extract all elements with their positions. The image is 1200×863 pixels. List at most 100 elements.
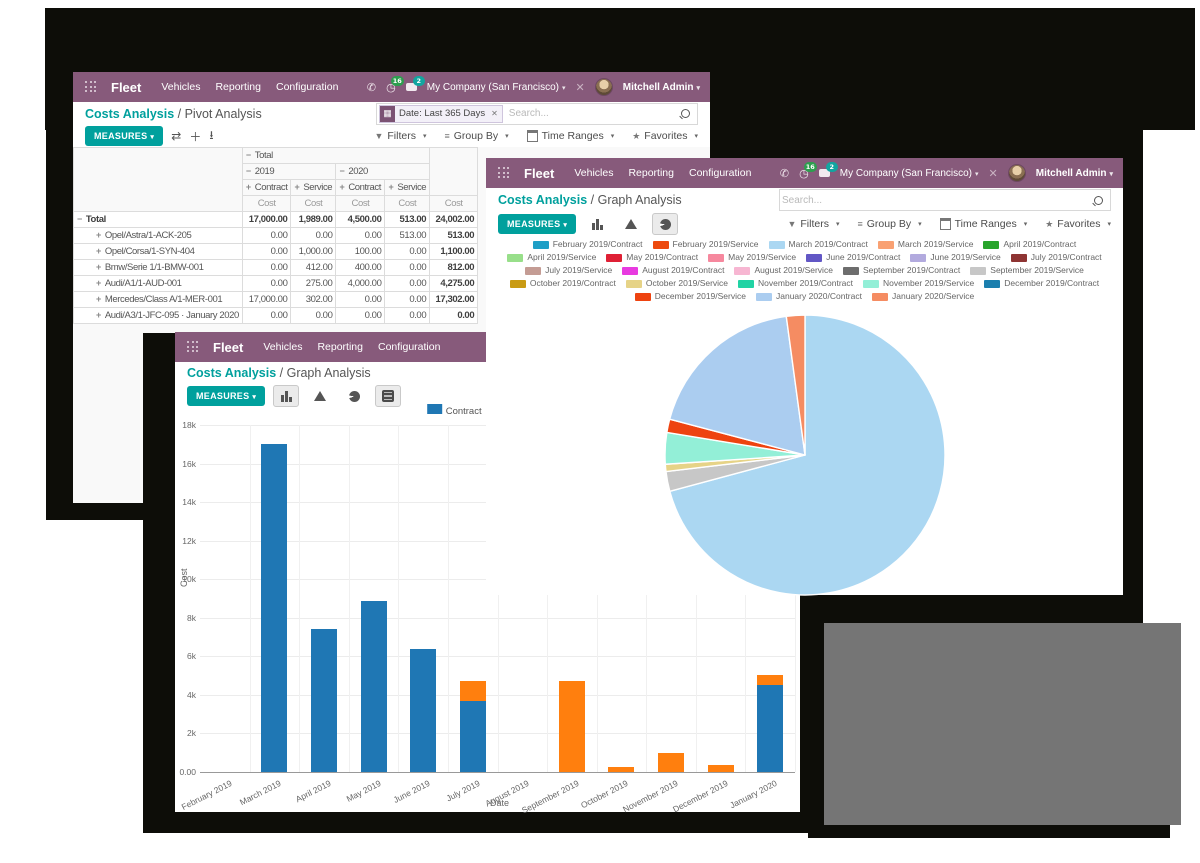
expand-all-icon[interactable]: ＋ bbox=[189, 129, 202, 144]
measures-button[interactable]: MEASURES ▾ bbox=[187, 386, 266, 406]
favorites-menu[interactable]: ★ Favorites ▾ bbox=[1045, 218, 1111, 230]
facet-remove-icon[interactable]: ✕ bbox=[491, 109, 498, 118]
bar-service[interactable] bbox=[658, 752, 685, 772]
legend-item[interactable]: February 2019/Contract bbox=[532, 238, 643, 251]
search-bar[interactable] bbox=[779, 189, 1111, 211]
avatar[interactable] bbox=[594, 78, 613, 96]
favorites-menu[interactable]: ★ Favorites ▾ bbox=[632, 130, 698, 142]
pivot-col-year[interactable]: −2020 bbox=[335, 163, 431, 180]
area-chart-icon[interactable] bbox=[307, 385, 333, 407]
pie-slice[interactable] bbox=[785, 314, 806, 456]
bar-contract[interactable] bbox=[360, 601, 387, 772]
search-facet-date[interactable]: ▦ Date: Last 365 Days ✕ bbox=[379, 104, 503, 123]
company-switcher[interactable]: My Company (San Francisco) ▾ bbox=[839, 167, 979, 179]
bar-chart-icon[interactable] bbox=[273, 385, 300, 407]
time-ranges-menu[interactable]: Time Ranges ▾ bbox=[526, 130, 614, 142]
pie-slice[interactable] bbox=[669, 314, 946, 596]
legend-item[interactable]: July 2019/Service bbox=[525, 264, 612, 277]
bar-contract[interactable] bbox=[410, 648, 437, 772]
phone-icon[interactable]: ✆ bbox=[366, 80, 377, 94]
pie-slice[interactable] bbox=[668, 315, 806, 456]
legend-item[interactable]: April 2019/Contract bbox=[983, 238, 1076, 251]
legend-item[interactable]: June 2019/Service bbox=[910, 251, 1001, 264]
app-name[interactable]: Fleet bbox=[524, 165, 555, 181]
group-by-menu[interactable]: ≡ Group By ▾ bbox=[444, 130, 509, 142]
area-chart-icon[interactable] bbox=[618, 213, 644, 235]
messages-icon[interactable]: 2 bbox=[405, 75, 425, 94]
bar-service[interactable] bbox=[558, 681, 585, 772]
pivot-row-label[interactable]: + Opel/Corsa/1-SYN-404 bbox=[73, 243, 243, 260]
legend-item[interactable]: October 2019/Service bbox=[625, 277, 728, 290]
legend-item[interactable]: October 2019/Contract bbox=[509, 277, 616, 290]
menu-reporting[interactable]: Reporting bbox=[628, 167, 674, 179]
legend-item[interactable]: September 2019/Contract bbox=[842, 264, 960, 277]
messages-icon[interactable]: 2 bbox=[818, 161, 838, 180]
search-input[interactable] bbox=[506, 107, 677, 120]
breadcrumb-root[interactable]: Costs Analysis bbox=[187, 366, 277, 380]
legend-item[interactable]: Contract bbox=[426, 404, 482, 417]
legend-item[interactable]: May 2019/Service bbox=[708, 251, 796, 264]
pivot-col-total[interactable]: − Total bbox=[241, 147, 431, 164]
activities-clock-icon[interactable]: ◷ 16 bbox=[386, 75, 404, 94]
bar-chart-icon[interactable] bbox=[584, 213, 610, 235]
bar-service[interactable] bbox=[707, 765, 734, 772]
pivot-measure-header[interactable]: Cost bbox=[335, 195, 386, 212]
pivot-measure-header[interactable]: Cost bbox=[429, 195, 479, 212]
filters-menu[interactable]: ▼ Filters ▾ bbox=[374, 130, 427, 142]
flip-axis-icon[interactable]: ⇄ bbox=[171, 129, 182, 143]
search-icon[interactable] bbox=[681, 109, 690, 118]
stacked-icon[interactable] bbox=[375, 385, 402, 407]
menu-reporting[interactable]: Reporting bbox=[215, 81, 261, 93]
bar-contract[interactable] bbox=[757, 685, 784, 772]
legend-item[interactable]: November 2019/Service bbox=[863, 277, 974, 290]
breadcrumb-root[interactable]: Costs Analysis bbox=[85, 106, 175, 121]
apps-grid-icon[interactable] bbox=[187, 341, 199, 353]
activities-clock-icon[interactable]: ◷ 16 bbox=[799, 161, 817, 180]
close-icon[interactable]: ✕ bbox=[988, 167, 998, 180]
menu-configuration[interactable]: Configuration bbox=[275, 81, 339, 93]
pivot-row-label[interactable]: + Mercedes/Class A/1-MER-001 bbox=[73, 291, 243, 308]
app-name[interactable]: Fleet bbox=[213, 339, 244, 355]
legend-item[interactable]: September 2019/Service bbox=[970, 264, 1084, 277]
apps-grid-icon[interactable] bbox=[85, 81, 97, 93]
bar-contract[interactable] bbox=[261, 444, 288, 772]
menu-configuration[interactable]: Configuration bbox=[688, 167, 752, 179]
time-ranges-menu[interactable]: Time Ranges ▾ bbox=[939, 218, 1027, 230]
phone-icon[interactable]: ✆ bbox=[779, 166, 790, 180]
menu-vehicles[interactable]: Vehicles bbox=[574, 167, 614, 179]
legend-item[interactable]: August 2019/Contract bbox=[622, 264, 724, 277]
menu-vehicles[interactable]: Vehicles bbox=[263, 341, 303, 353]
pie-chart-icon[interactable] bbox=[652, 213, 679, 235]
search-icon[interactable] bbox=[1094, 195, 1103, 205]
app-name[interactable]: Fleet bbox=[111, 79, 142, 95]
pivot-row-label[interactable]: + Bmw/Serie 1/1-BMW-001 bbox=[73, 259, 243, 276]
legend-item[interactable]: May 2019/Contract bbox=[606, 251, 698, 264]
pivot-col-type[interactable]: + Service bbox=[290, 179, 337, 196]
menu-configuration[interactable]: Configuration bbox=[377, 341, 441, 353]
menu-reporting[interactable]: Reporting bbox=[317, 341, 363, 353]
pivot-col-type[interactable]: + Contract bbox=[335, 179, 386, 196]
legend-item[interactable]: November 2019/Contract bbox=[738, 277, 853, 290]
pivot-measure-header[interactable]: Cost bbox=[384, 195, 431, 212]
pie-chart-icon[interactable] bbox=[341, 385, 367, 407]
legend-item[interactable]: December 2019/Contract bbox=[984, 277, 1099, 290]
pivot-row-label[interactable]: + Audi/A1/1-AUD-001 bbox=[73, 275, 243, 292]
menu-vehicles[interactable]: Vehicles bbox=[161, 81, 201, 93]
filters-menu[interactable]: ▼ Filters ▾ bbox=[787, 218, 840, 230]
legend-item[interactable]: January 2020/Contract bbox=[755, 290, 862, 303]
bar-service[interactable] bbox=[459, 681, 486, 701]
legend-item[interactable]: April 2019/Service bbox=[507, 251, 596, 264]
search-input[interactable] bbox=[780, 193, 1090, 207]
pivot-measure-header[interactable]: Cost bbox=[290, 195, 337, 212]
measures-button[interactable]: MEASURES ▾ bbox=[498, 214, 577, 234]
bar-service[interactable] bbox=[608, 767, 635, 772]
legend-item[interactable]: January 2020/Service bbox=[871, 290, 974, 303]
user-menu[interactable]: Mitchell Admin ▾ bbox=[1035, 167, 1113, 179]
bar-contract[interactable] bbox=[310, 629, 337, 772]
apps-grid-icon[interactable] bbox=[498, 167, 510, 179]
legend-item[interactable]: March 2019/Service bbox=[877, 238, 973, 251]
company-switcher[interactable]: My Company (San Francisco) ▾ bbox=[426, 81, 566, 93]
user-menu[interactable]: Mitchell Admin ▾ bbox=[622, 81, 700, 93]
download-icon[interactable]: ⭳ bbox=[209, 127, 214, 142]
pivot-col-type[interactable]: + Service bbox=[384, 179, 431, 196]
